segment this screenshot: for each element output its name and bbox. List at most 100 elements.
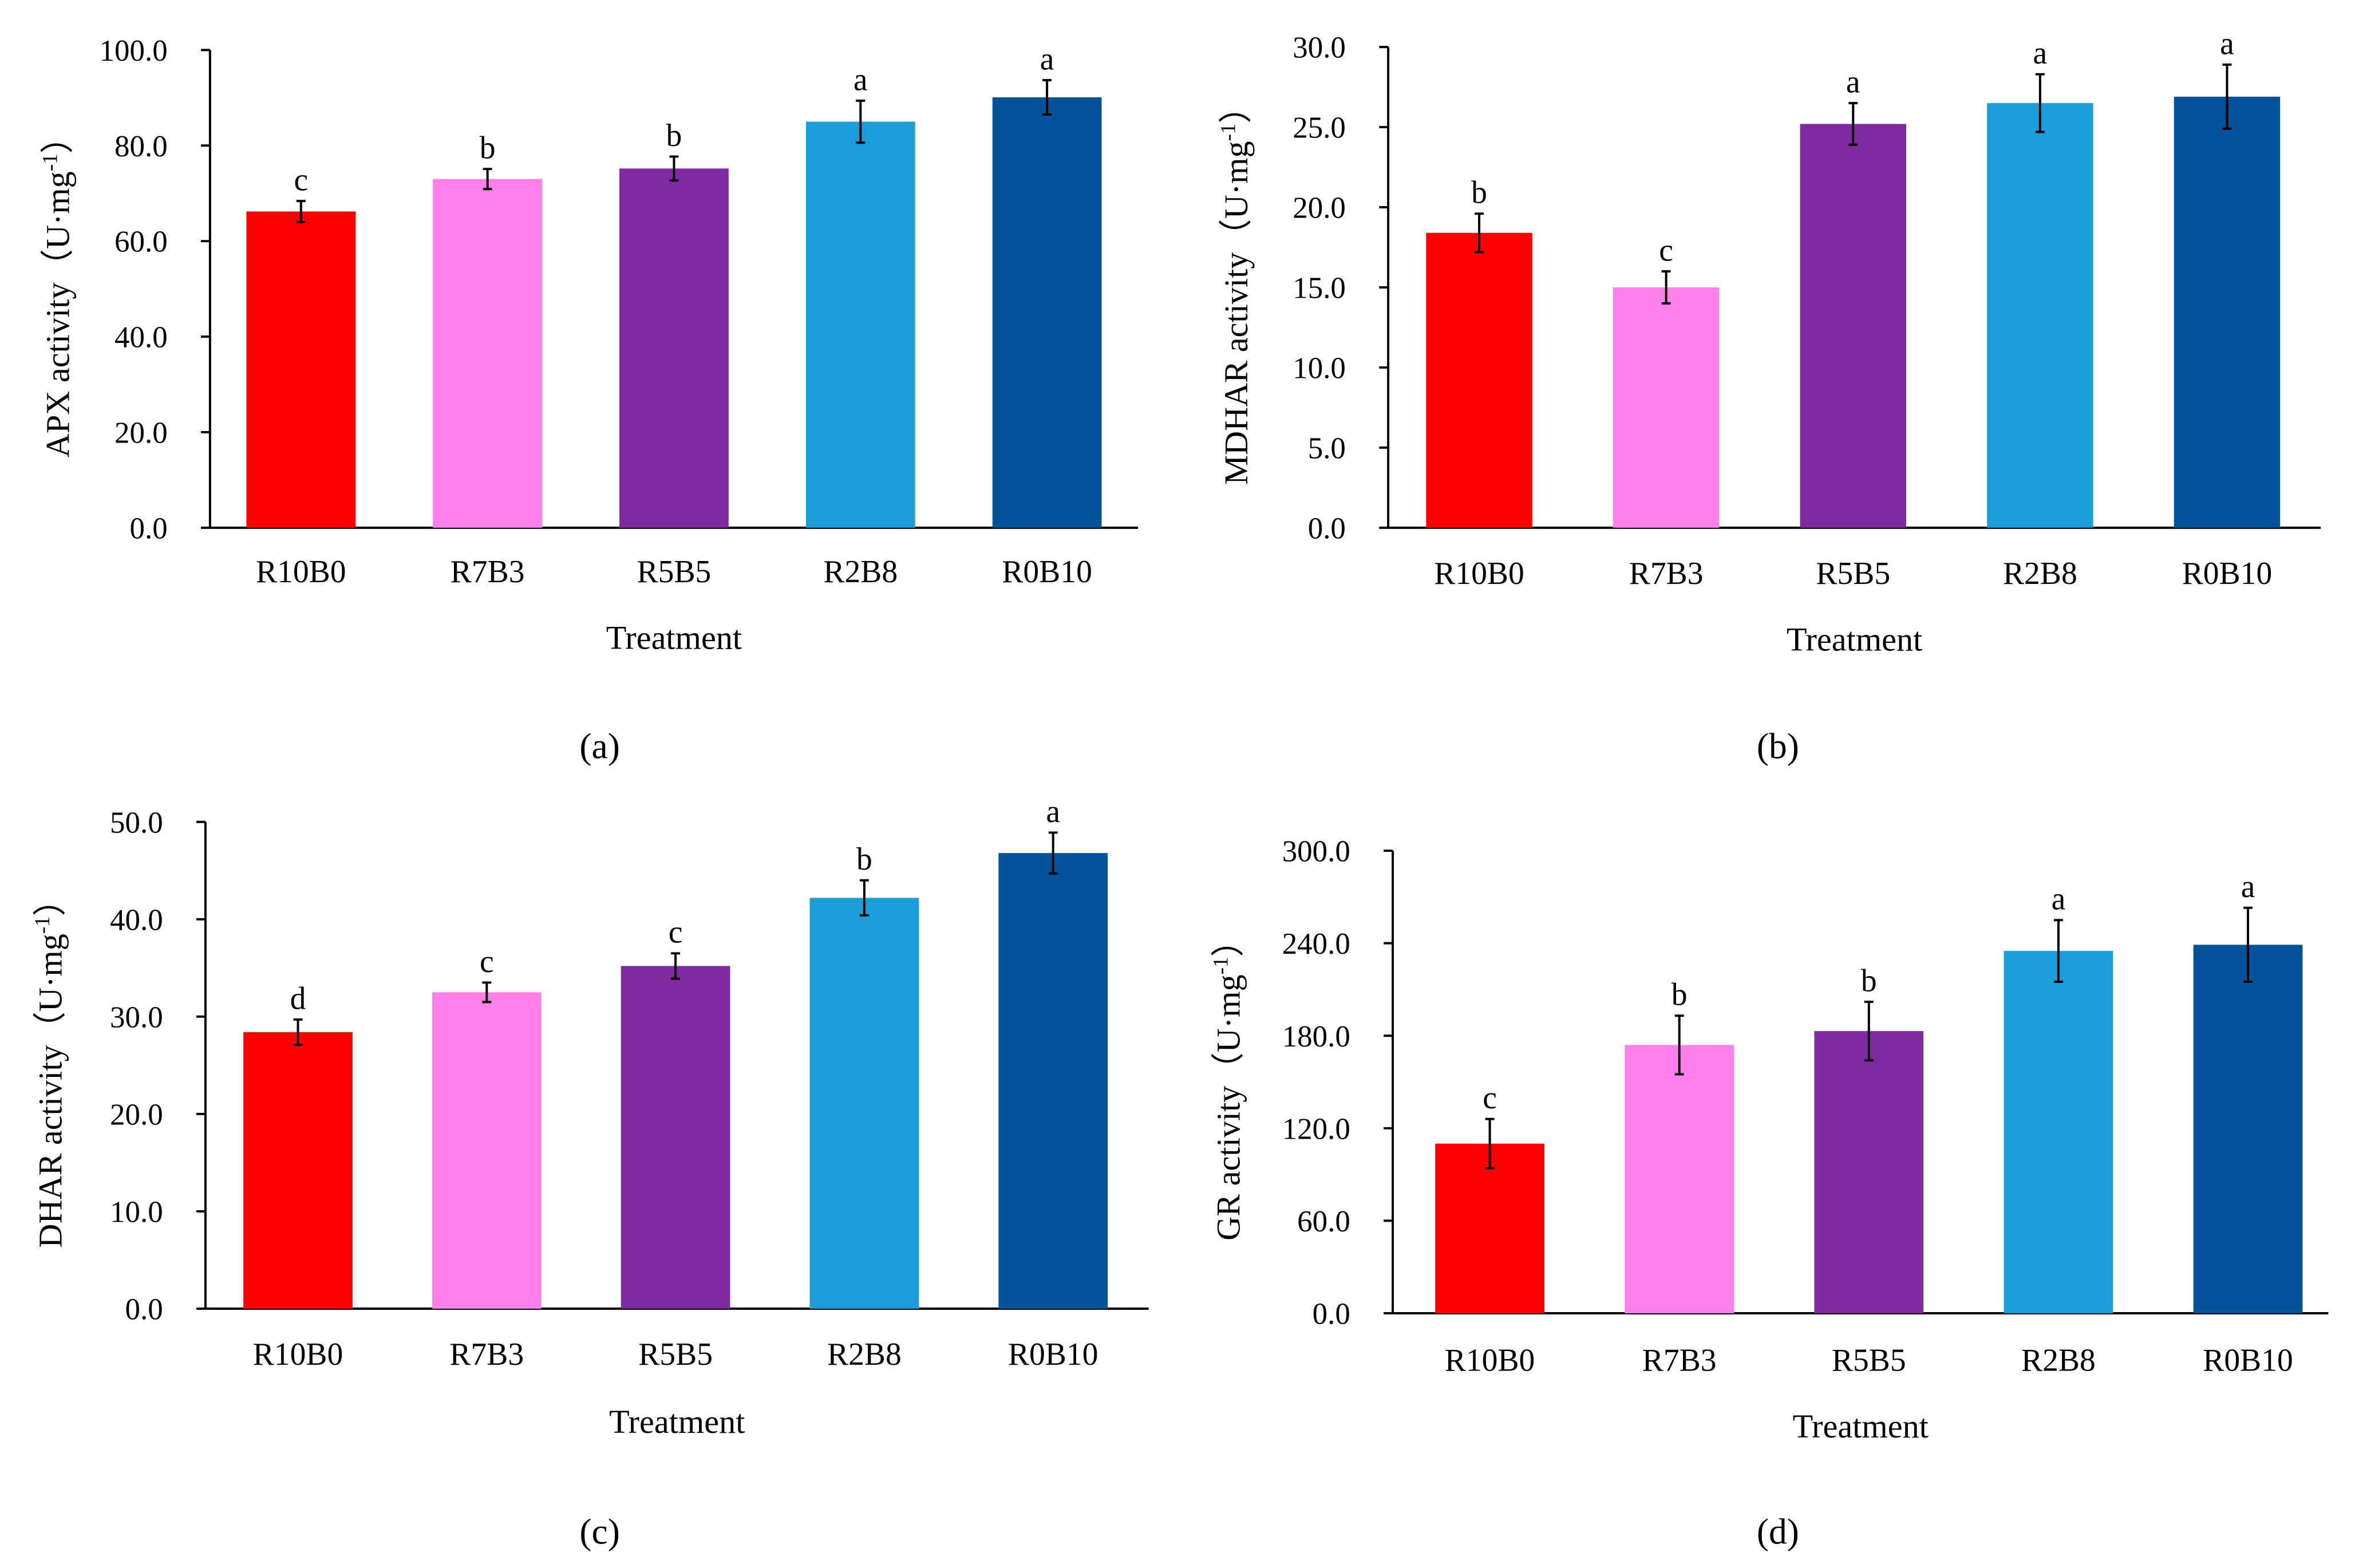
y-tick-label: 0.0: [129, 512, 167, 545]
bar-R5B5: [1800, 124, 1906, 528]
significance-letter: b: [1861, 963, 1877, 998]
y-axis-title: DHAR activity（U·mg-1）: [31, 883, 69, 1248]
y-tick-label: 80.0: [114, 130, 168, 163]
significance-letter: a: [853, 62, 868, 97]
x-tick-label: R0B10: [1002, 554, 1092, 590]
x-tick-label: R2B8: [823, 554, 898, 590]
x-tick-label: R7B3: [1642, 1343, 1717, 1379]
y-tick-label: 60.0: [1297, 1205, 1350, 1238]
y-axis-title-end: ）: [1218, 90, 1255, 123]
y-tick-label: 20.0: [114, 416, 168, 449]
bar-R5B5: [619, 168, 729, 528]
significance-letter: c: [1659, 232, 1673, 268]
bar-R10B0: [1435, 1143, 1544, 1313]
y-tick-label: 10.0: [110, 1196, 163, 1229]
panel-label-c: (c): [579, 1511, 620, 1552]
y-tick-label: 30.0: [1293, 31, 1346, 65]
bar-R10B0: [246, 211, 356, 528]
bar-R7B3: [433, 179, 542, 528]
significance-letter: d: [290, 981, 306, 1016]
bar-R2B8: [1987, 103, 2093, 528]
significance-letter: a: [2241, 869, 2255, 905]
y-axis-title-sup: -1: [1209, 957, 1232, 974]
x-tick-label: R0B10: [1008, 1337, 1098, 1372]
x-tick-label: R10B0: [256, 554, 346, 590]
chart-panel-c: 0.0 10.0 20.0 30.0 40.0 50.0 d R10B0 c R7B3 c R5B5 b…: [31, 794, 1149, 1440]
chart-panel-a: 0.0 20.0 40.0 60.0 80.0 100.0 c R10B0 b R7B3 b R5B5…: [38, 34, 1139, 657]
significance-letter: a: [1046, 794, 1060, 830]
bar-R2B8: [809, 898, 919, 1309]
x-tick-label: R2B8: [827, 1337, 902, 1372]
significance-letter: c: [294, 163, 308, 198]
significance-letter: c: [1483, 1080, 1497, 1116]
y-axis-title-end: ）: [1210, 923, 1247, 957]
y-tick-label: 20.0: [1293, 192, 1346, 225]
significance-letter: a: [2033, 35, 2048, 71]
bar-R0B10: [2193, 945, 2303, 1313]
x-tick-label: R5B5: [637, 554, 712, 590]
bar-R5B5: [621, 966, 730, 1309]
x-tick-label: R5B5: [638, 1337, 713, 1372]
y-tick-label: 50.0: [110, 806, 163, 839]
bar-R0B10: [2174, 96, 2281, 528]
panel-label-d: (d): [1757, 1511, 1799, 1552]
y-tick-label: 0.0: [1313, 1298, 1350, 1331]
y-tick-label: 5.0: [1308, 432, 1346, 465]
significance-letter: b: [1471, 175, 1487, 211]
y-tick-label: 240.0: [1282, 927, 1350, 961]
y-tick-label: 25.0: [1293, 112, 1346, 145]
significance-letter: a: [2220, 26, 2234, 61]
x-tick-label: R2B8: [2021, 1343, 2096, 1379]
x-axis-title: Treatment: [606, 619, 742, 657]
y-tick-label: 0.0: [1308, 512, 1346, 545]
y-tick-label: 120.0: [1282, 1112, 1350, 1146]
panel-label-a: (a): [579, 725, 620, 766]
significance-letter: c: [669, 915, 683, 950]
significance-letter: b: [480, 131, 496, 166]
y-tick-label: 15.0: [1293, 272, 1346, 305]
x-axis-title: Treatment: [1793, 1408, 1929, 1445]
bar-R7B3: [432, 992, 542, 1309]
y-tick-label: 0.0: [125, 1293, 163, 1326]
y-axis-title-main: MDHAR activity（U·mg: [1218, 141, 1255, 484]
significance-letter: a: [2052, 882, 2066, 917]
bar-R10B0: [1426, 232, 1532, 528]
y-axis-title-main: DHAR activity（U·mg: [31, 934, 69, 1248]
y-axis-title-sup: -1: [1217, 123, 1240, 141]
x-tick-label: R10B0: [1445, 1343, 1535, 1379]
y-axis-title-end: ）: [31, 883, 69, 916]
y-tick-label: 20.0: [110, 1098, 163, 1131]
y-axis-title-end: ）: [39, 120, 77, 153]
y-axis-title-sup: -1: [31, 916, 54, 934]
bar-R7B3: [1625, 1045, 1734, 1313]
x-tick-label: R7B3: [451, 554, 525, 590]
y-axis-title-main: GR activity（U·mg: [1210, 974, 1247, 1240]
bar-R2B8: [2004, 951, 2113, 1313]
significance-letter: a: [1040, 41, 1054, 77]
y-tick-label: 300.0: [1282, 835, 1350, 868]
bar-R5B5: [1814, 1031, 1924, 1313]
y-axis-title-sup: -1: [38, 153, 62, 171]
y-tick-label: 180.0: [1282, 1020, 1350, 1053]
y-axis-title-main: APX activity（U·mg: [39, 171, 77, 457]
x-tick-label: R5B5: [1816, 556, 1890, 591]
significance-letter: a: [1846, 65, 1860, 100]
significance-letter: c: [480, 944, 494, 979]
x-tick-label: R5B5: [1832, 1343, 1906, 1379]
bar-R10B0: [243, 1032, 353, 1309]
x-axis-title: Treatment: [1787, 621, 1922, 658]
x-tick-label: R0B10: [2203, 1343, 2293, 1379]
x-tick-label: R2B8: [2003, 556, 2077, 591]
chart-panel-b: 0.0 5.0 10.0 15.0 20.0 25.0 30.0 b R10B0 c R7B3 a R5…: [1217, 26, 2321, 658]
bar-R7B3: [1613, 287, 1720, 528]
y-tick-label: 10.0: [1293, 351, 1346, 385]
y-axis-title: MDHAR activity（U·mg-1）: [1217, 90, 1255, 485]
x-tick-label: R10B0: [1434, 556, 1524, 591]
bar-R0B10: [998, 853, 1108, 1309]
y-tick-label: 40.0: [114, 321, 168, 354]
y-tick-label: 60.0: [114, 226, 168, 259]
significance-letter: b: [1671, 977, 1688, 1013]
significance-letter: b: [666, 118, 682, 153]
x-tick-label: R7B3: [1629, 556, 1704, 591]
